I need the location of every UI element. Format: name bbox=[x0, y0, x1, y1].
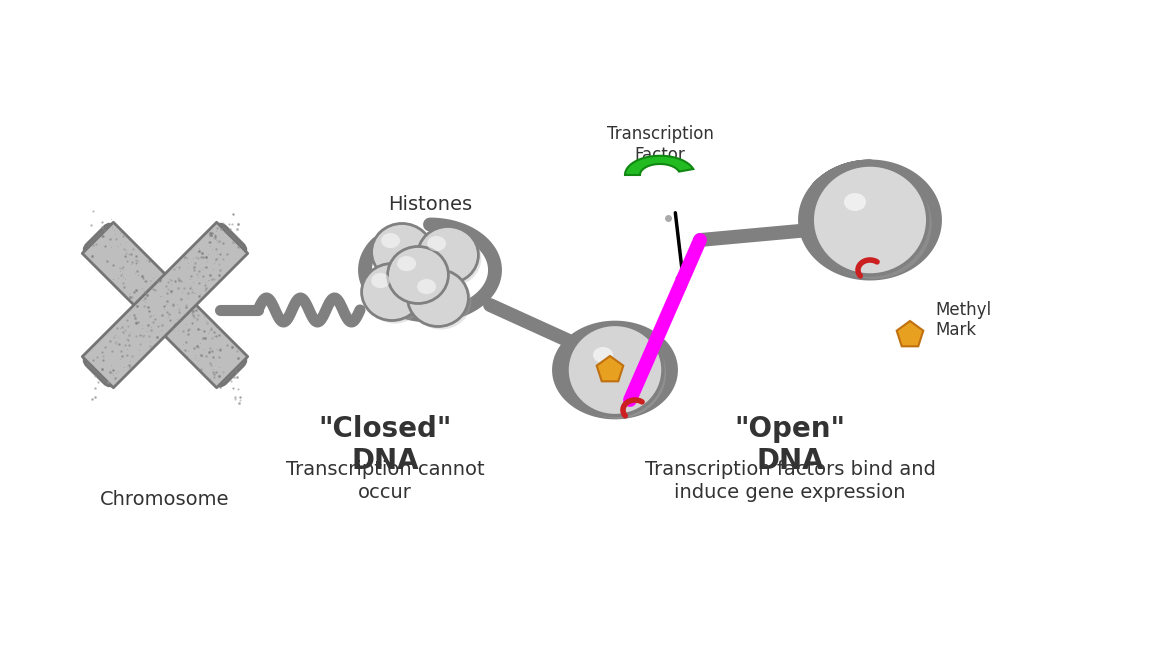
Ellipse shape bbox=[372, 223, 433, 280]
Text: Methyl
Mark: Methyl Mark bbox=[935, 301, 991, 339]
Ellipse shape bbox=[844, 193, 866, 211]
Text: "Closed"
DNA: "Closed" DNA bbox=[319, 415, 451, 476]
Ellipse shape bbox=[417, 279, 436, 294]
Text: "Open"
DNA: "Open" DNA bbox=[734, 415, 846, 476]
Ellipse shape bbox=[427, 236, 447, 252]
Ellipse shape bbox=[381, 233, 400, 248]
Ellipse shape bbox=[390, 250, 451, 307]
Ellipse shape bbox=[397, 256, 417, 271]
Text: Chromosome: Chromosome bbox=[100, 490, 230, 509]
Polygon shape bbox=[597, 356, 623, 381]
Ellipse shape bbox=[593, 347, 613, 363]
Ellipse shape bbox=[411, 272, 471, 329]
Ellipse shape bbox=[375, 227, 435, 284]
Polygon shape bbox=[897, 321, 923, 346]
Text: Histones: Histones bbox=[388, 195, 472, 214]
Polygon shape bbox=[82, 222, 248, 388]
FancyBboxPatch shape bbox=[92, 233, 238, 377]
Ellipse shape bbox=[365, 267, 426, 324]
Ellipse shape bbox=[570, 328, 666, 419]
Polygon shape bbox=[625, 156, 694, 175]
Ellipse shape bbox=[812, 165, 928, 275]
Ellipse shape bbox=[407, 269, 469, 326]
Polygon shape bbox=[82, 222, 248, 388]
Text: Transcription
Factor: Transcription Factor bbox=[607, 125, 713, 164]
Text: Transcription cannot
occur: Transcription cannot occur bbox=[286, 460, 485, 502]
Ellipse shape bbox=[372, 273, 390, 288]
Ellipse shape bbox=[567, 324, 664, 416]
Ellipse shape bbox=[816, 169, 931, 279]
FancyBboxPatch shape bbox=[92, 233, 238, 377]
FancyBboxPatch shape bbox=[84, 225, 246, 386]
Ellipse shape bbox=[388, 246, 449, 303]
Ellipse shape bbox=[361, 263, 422, 320]
Ellipse shape bbox=[420, 229, 481, 286]
Text: Transcription factors bind and
induce gene expression: Transcription factors bind and induce ge… bbox=[645, 460, 936, 502]
Ellipse shape bbox=[418, 227, 479, 284]
FancyBboxPatch shape bbox=[84, 225, 246, 386]
